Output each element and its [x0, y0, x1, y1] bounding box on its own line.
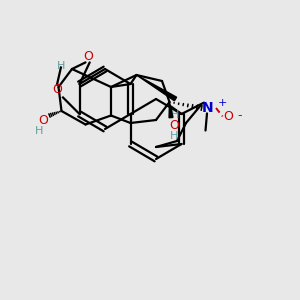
Text: H: H: [170, 131, 178, 141]
Text: O: O: [170, 119, 179, 133]
Text: H: H: [35, 125, 43, 136]
Text: H: H: [171, 110, 180, 121]
Text: +: +: [218, 98, 227, 108]
Text: O: O: [223, 110, 233, 124]
Text: O: O: [52, 83, 62, 96]
Text: -: -: [237, 109, 242, 122]
Text: O: O: [84, 50, 93, 64]
Text: O: O: [39, 114, 48, 128]
Polygon shape: [169, 102, 173, 118]
Text: H: H: [57, 61, 66, 71]
Text: N: N: [202, 101, 213, 115]
Polygon shape: [136, 75, 177, 101]
